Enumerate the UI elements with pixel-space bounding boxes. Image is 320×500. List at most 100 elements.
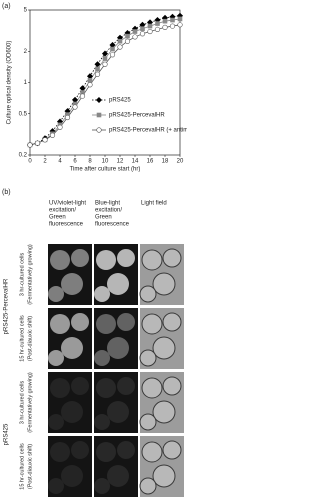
x-tick-label: 16 (147, 159, 154, 165)
cell (50, 442, 70, 462)
y-tick-label: 5 (24, 8, 28, 14)
x-tick-label: 20 (177, 159, 184, 165)
cell (96, 250, 116, 270)
y-tick-label: 2 (24, 49, 28, 55)
marker (27, 142, 33, 148)
cell (117, 249, 135, 267)
cell (162, 440, 182, 460)
cell (139, 413, 157, 431)
x-tick-label: 8 (88, 159, 92, 165)
cell (71, 249, 89, 267)
cell (48, 286, 64, 302)
cell (141, 377, 163, 399)
x-tick-label: 2 (43, 159, 47, 165)
cell (61, 465, 83, 487)
panel-label: (a) (2, 3, 11, 10)
row-label: (Fermentatively growing) (27, 244, 33, 305)
marker (102, 61, 108, 67)
cell (107, 273, 129, 295)
cell (48, 350, 64, 366)
cell (152, 336, 176, 360)
cell (94, 286, 110, 302)
cell (50, 378, 70, 398)
panel-label: (b) (2, 189, 11, 196)
marker (117, 44, 123, 50)
cell (139, 477, 157, 495)
x-tick-label: 10 (102, 159, 109, 165)
marker (124, 38, 131, 44)
cell (48, 414, 64, 430)
cell (139, 349, 157, 367)
y-tick-label: 0.5 (19, 111, 28, 117)
x-tick-label: 0 (28, 159, 32, 165)
marker (154, 26, 161, 33)
marker (147, 23, 153, 29)
cell (162, 312, 182, 332)
x-tick-label: 4 (58, 159, 62, 165)
group-label: pRS425 (4, 423, 10, 445)
column-header: Green (95, 215, 112, 221)
cell (94, 350, 110, 366)
marker (177, 22, 183, 28)
legend-marker (96, 112, 102, 118)
row-label: (Post-diauxic shift) (27, 444, 33, 489)
cell (61, 401, 83, 423)
cell (61, 337, 83, 359)
legend-marker (95, 96, 103, 104)
cell (71, 313, 89, 331)
marker (101, 50, 109, 57)
column-header: Blue-light (95, 201, 120, 207)
cell (107, 337, 129, 359)
marker (140, 26, 145, 32)
y-tick-label: 1 (24, 80, 28, 86)
series-line (29, 15, 181, 146)
cell (96, 314, 116, 334)
marker (162, 18, 168, 24)
column-header: excitation/ (49, 208, 76, 214)
cell (152, 400, 176, 424)
legend-label: pRS425-PercevalHR (109, 113, 165, 119)
column-header: Light field (141, 201, 167, 207)
legend-label: pRS425-PercevalHR (+ antimycin A) (109, 128, 187, 134)
cell (94, 414, 110, 430)
marker (95, 66, 100, 72)
column-header: excitation/ (95, 208, 122, 214)
column-header: Green (49, 215, 66, 221)
x-axis-label: Time after culture start (hr) (70, 167, 141, 173)
marker (117, 38, 123, 44)
x-tick-label: 12 (117, 159, 124, 165)
y-tick-label: 0.2 (19, 153, 28, 159)
marker (109, 52, 116, 58)
marker (42, 137, 48, 143)
marker (49, 132, 56, 138)
x-tick-label: 6 (73, 159, 77, 165)
legend-marker (96, 127, 102, 133)
cell (152, 464, 176, 488)
cell (139, 285, 157, 303)
cell (107, 465, 129, 487)
marker (177, 16, 183, 22)
cell (117, 441, 135, 459)
marker (162, 24, 168, 30)
series-line (29, 18, 181, 146)
row-label: 15 hr-cultured cells (19, 443, 25, 490)
cell (48, 478, 64, 494)
marker (87, 82, 93, 88)
legend-label: pRS425 (109, 98, 131, 104)
marker (87, 78, 93, 83)
row-label: 3 hr-cultured cells (19, 253, 25, 297)
cell (50, 314, 70, 334)
marker (64, 114, 71, 121)
cell (107, 401, 129, 423)
marker (132, 34, 138, 40)
marker (170, 17, 175, 23)
x-tick-label: 18 (162, 159, 169, 165)
cell (96, 378, 116, 398)
row-label: (Fermentatively growing) (27, 372, 33, 433)
marker (139, 31, 146, 37)
y-axis-label: Culture optical density (OD600) (7, 41, 13, 125)
marker (79, 93, 86, 99)
marker (102, 56, 108, 61)
